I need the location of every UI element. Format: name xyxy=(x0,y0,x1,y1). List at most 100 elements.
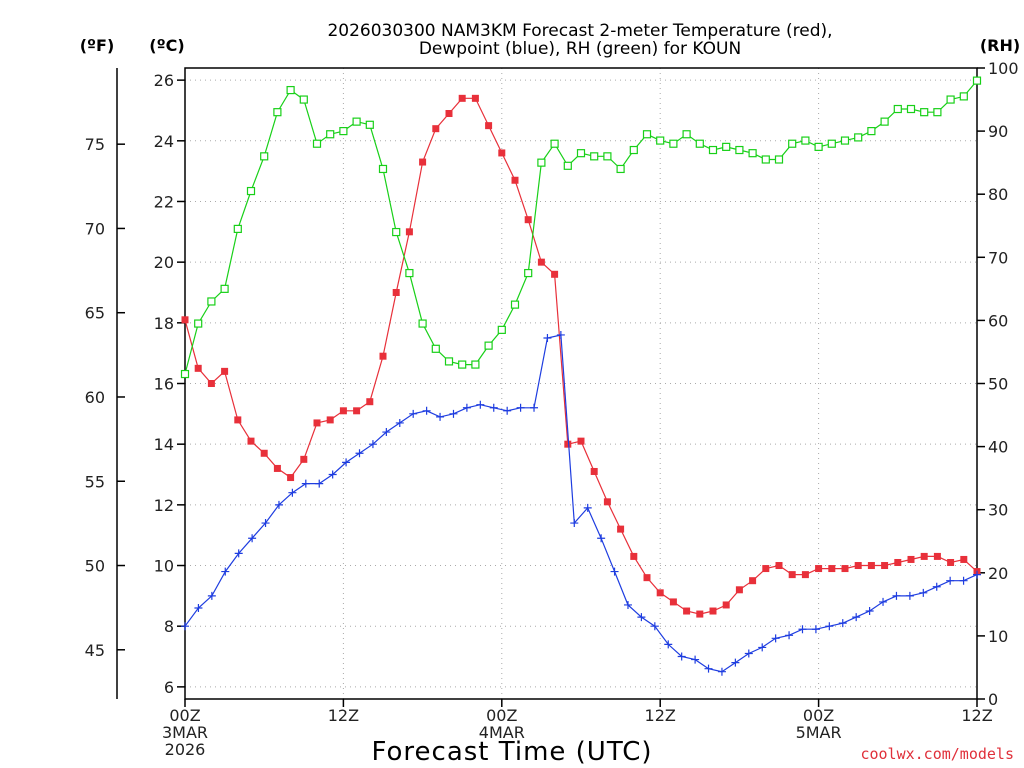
temperature-point xyxy=(920,552,928,560)
temperature-point xyxy=(854,562,862,570)
dewpoint-point xyxy=(704,664,713,673)
temperature-point xyxy=(234,416,242,424)
temperature-point xyxy=(577,437,585,445)
temperature-point xyxy=(788,571,796,579)
dewpoint-point xyxy=(865,607,874,616)
dewpoint-point xyxy=(691,655,700,664)
dewpoint-point xyxy=(610,567,619,576)
dewpoint-point xyxy=(274,500,283,509)
rh-point xyxy=(471,360,480,369)
rh-point xyxy=(246,186,256,196)
temperature-point xyxy=(273,464,281,472)
temperature-point xyxy=(775,562,783,570)
dewpoint-point xyxy=(583,503,592,512)
dewpoint-point xyxy=(221,567,230,576)
rh-point xyxy=(524,268,533,278)
rh-tick-label: 90 xyxy=(988,122,1008,141)
dewpoint-point xyxy=(637,613,646,622)
temperature-point xyxy=(683,607,691,615)
rh-point xyxy=(392,227,401,237)
temperature-point xyxy=(221,367,229,375)
temperature-point xyxy=(564,440,572,448)
rh-point xyxy=(854,133,863,142)
rh-tick-label: 50 xyxy=(988,375,1008,394)
temperature-point xyxy=(445,110,453,118)
temperature-point xyxy=(617,525,625,533)
temperature-point xyxy=(300,455,308,463)
temperature-point xyxy=(392,288,400,296)
dewpoint-point xyxy=(207,591,216,600)
temperature-point xyxy=(353,407,361,415)
rh-point xyxy=(312,139,322,148)
rh-point xyxy=(497,325,506,334)
celsius-tick-label: 10 xyxy=(154,557,174,576)
temperature-point xyxy=(960,555,968,563)
dewpoint-point xyxy=(530,403,539,412)
dewpoint-point xyxy=(261,519,270,528)
rh-point xyxy=(920,108,929,117)
temperature-point xyxy=(247,437,255,445)
celsius-tick-label: 16 xyxy=(154,375,174,394)
rh-point xyxy=(444,357,454,366)
temperature-point xyxy=(471,94,479,102)
rh-tick-label: 30 xyxy=(988,501,1008,520)
celsius-tick-label: 18 xyxy=(154,314,174,333)
dewpoint-point xyxy=(959,576,968,585)
celsius-tick-label: 22 xyxy=(154,192,174,211)
gridlines xyxy=(185,68,977,699)
dewpoint-point xyxy=(798,625,807,634)
rh-point xyxy=(656,136,665,145)
dewpoint-point xyxy=(811,625,820,634)
rh-point xyxy=(299,95,308,104)
temperature-point xyxy=(260,449,268,457)
rh-point xyxy=(827,139,836,148)
rh-point xyxy=(194,319,203,328)
dewpoint-point xyxy=(758,643,767,652)
fahrenheit-tick-label: 50 xyxy=(85,557,105,576)
temperature-point xyxy=(722,601,730,609)
temperature-point xyxy=(696,610,704,618)
celsius-unit-label: (ºC) xyxy=(149,36,184,55)
x-tick-label: 4MAR xyxy=(479,723,525,742)
temperature-point xyxy=(881,562,889,570)
rh-point xyxy=(708,145,718,155)
rh-point xyxy=(867,126,876,136)
rh-point xyxy=(431,344,440,353)
x-tick-label: 00Z xyxy=(169,706,200,725)
x-tick-label: 00Z xyxy=(803,706,834,725)
dewpoint-point xyxy=(194,603,203,612)
temperature-point xyxy=(643,574,651,582)
temperature-point xyxy=(379,352,387,360)
celsius-tick-label: 8 xyxy=(164,617,174,636)
rh-point xyxy=(590,152,599,161)
dewpoint-point xyxy=(825,622,834,631)
dewpoint-point xyxy=(677,652,686,661)
rh-unit-label: (RH) xyxy=(980,36,1020,55)
rh-point xyxy=(801,136,810,145)
rh-point xyxy=(946,95,955,104)
rh-point xyxy=(629,145,638,155)
celsius-tick-label: 6 xyxy=(164,678,174,697)
celsius-tick-label: 24 xyxy=(154,132,174,151)
rh-point xyxy=(563,161,572,170)
temperature-point xyxy=(313,419,321,427)
x-tick-label: 12Z xyxy=(328,706,359,725)
rh-point xyxy=(418,319,427,328)
temperature-point xyxy=(630,552,638,560)
temperature-line xyxy=(184,97,978,615)
temperature-point xyxy=(432,125,440,133)
rh-point xyxy=(933,108,942,117)
temperature-point xyxy=(749,577,757,585)
fahrenheit-tick-label: 70 xyxy=(85,219,105,238)
temperature-point xyxy=(735,586,743,594)
temperature-point xyxy=(181,316,189,324)
dewpoint-point xyxy=(650,622,659,631)
rh-tick-label: 0 xyxy=(988,690,998,709)
temperature-point xyxy=(485,122,493,130)
temperature-point xyxy=(194,364,202,372)
dewpoint-line xyxy=(184,334,978,673)
rh-point xyxy=(774,155,784,164)
dewpoint-series xyxy=(181,330,981,676)
rh-tick-label: 80 xyxy=(988,185,1008,204)
celsius-tick-label: 12 xyxy=(154,496,174,515)
